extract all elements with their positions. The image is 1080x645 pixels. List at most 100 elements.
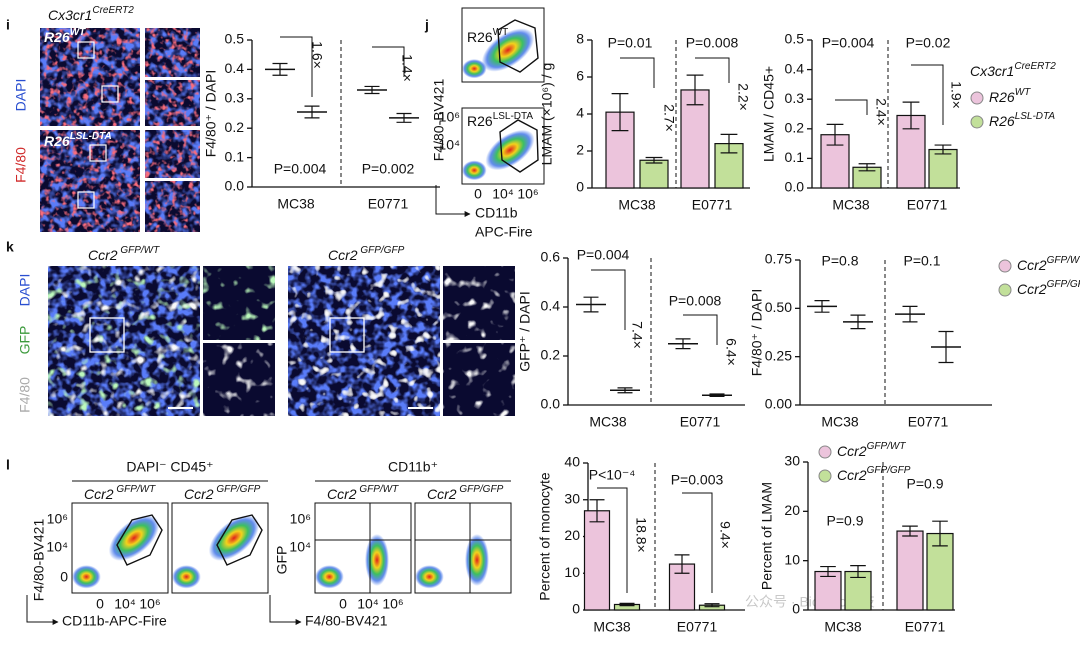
error-bar [850,314,866,330]
stain-label: F4/80 [17,377,33,413]
fold-change: 2.2× [735,83,751,111]
gate-title: Ccr2 GFP/WT [327,484,399,502]
legend-swatch [818,469,832,483]
watermark: 公众号 · BioMed科技 [745,594,875,610]
gate-title-base: Ccr2 [184,486,214,502]
flow-tick: 0 [96,596,104,612]
y-axis-label: GFP⁺ / DAPI [517,291,533,372]
x-tick-label: E0771 [677,619,718,635]
y-axis-label: Percent of LMAM [759,482,775,590]
y-tick-label: 0.4 [785,60,805,76]
legend-swatch [970,91,984,105]
density [365,534,389,586]
x-tick-label: E0771 [368,196,409,212]
error-bar [686,74,704,106]
y-tick-label: 40 [564,454,580,470]
legend-label-base: Ccr2 [837,467,867,483]
fold-change: 2.7× [661,104,677,132]
image-label-base: R26 [44,29,70,45]
y-tick-label: 0.4 [225,60,245,76]
x-tick-label: MC38 [593,619,631,635]
y-tick-label: 0.50 [765,299,792,315]
image-title-base: Ccr2 [328,247,358,263]
error-bar [645,156,663,164]
gate-label-base: R26 [467,29,493,45]
stain-label: F4/80 [13,147,29,183]
density [462,59,487,79]
y-tick-label: 0 [792,601,800,617]
density [72,565,101,589]
y-tick-label: 0.0 [541,396,561,412]
panel-label: k [6,239,14,255]
legend-label-base: R26 [989,113,1015,129]
flow-tick: 10⁶ [382,596,403,612]
legend-swatch [998,283,1012,297]
bracket [591,269,626,330]
p-value: P=0.002 [362,161,415,177]
error-bar [704,603,720,608]
flow-tick: 10⁴ [46,539,68,555]
y-tick-label: 30 [784,453,800,469]
bracket [911,64,944,125]
gate-label: R26LSL-DTA [467,111,533,129]
legend-label-base: R26 [989,89,1015,105]
axis-label: F4/80-BV421 [31,519,47,602]
legend-label-sup: WT [1015,87,1031,98]
x-tick-label: MC38 [821,414,859,430]
legend-label: R26WT [989,87,1031,105]
roi-box [101,85,119,103]
density [172,565,201,589]
y-axis-label: F4/80⁺ / DAPI [749,289,765,377]
gate-title-sup: GFP/WT [357,484,400,495]
genotype-label-base: Cx3cr1 [48,7,92,23]
x-tick-label: E0771 [905,619,946,635]
y-tick-label: 0.1 [785,149,805,165]
inset-signal [443,343,515,416]
gate [216,514,263,566]
legend-label: Ccr2GFP/WT [837,441,906,459]
flow-tick: 10⁶ [139,596,160,612]
genotype-label-sup: CreERT2 [92,5,134,16]
y-tick-label: 8 [576,31,584,47]
image-label-sup: LSL-DTA [70,131,112,142]
error-bar [902,525,918,537]
legend-label-sup: LSL-DTA [1015,111,1056,122]
y-tick-label: 0.0 [785,179,805,195]
fold-change: 9.4× [717,521,733,549]
inset-signal [145,28,200,77]
bracket [372,46,405,77]
flow-tick: 10⁴ [114,596,136,612]
bracket [695,57,730,83]
error-bar [820,565,836,578]
bar [639,159,669,189]
legend-label-base: Ccr2 [1017,257,1047,273]
y-axis-label: Percent of monocyte [537,472,553,601]
error-bar [583,296,599,313]
image-label: R26LSL-DTA [44,131,112,149]
y-tick-label: 2 [576,142,584,158]
legend-label: R26LSL-DTA [989,111,1055,129]
error-bar [364,85,380,95]
fold-change: 1.6× [309,41,325,69]
density [462,160,487,181]
legend-label-sup: GFP/GFP [867,465,911,476]
bracket [835,99,868,115]
density [315,565,344,589]
legend-label: Ccr2GFP/WT [1017,255,1080,273]
p-value: P=0.01 [608,35,653,51]
fold-change: 2.4× [873,98,889,126]
error-bar [850,565,866,579]
legend-label-base: Ccr2 [837,443,867,459]
bar [680,89,710,189]
inset-signal [443,266,515,340]
inset-signal [203,343,275,416]
plot-title: CD11b⁺ [388,459,438,475]
axis-label: CD11b-APC-Fire [62,613,167,629]
gate-label-base: R26 [467,113,493,129]
legend-title-sup: CreERT2 [1014,61,1056,72]
x-tick-label: E0771 [907,197,948,213]
inset-signal [145,80,200,126]
error-bar [858,163,876,172]
error-bar [619,602,635,607]
legend-swatch [818,445,832,459]
